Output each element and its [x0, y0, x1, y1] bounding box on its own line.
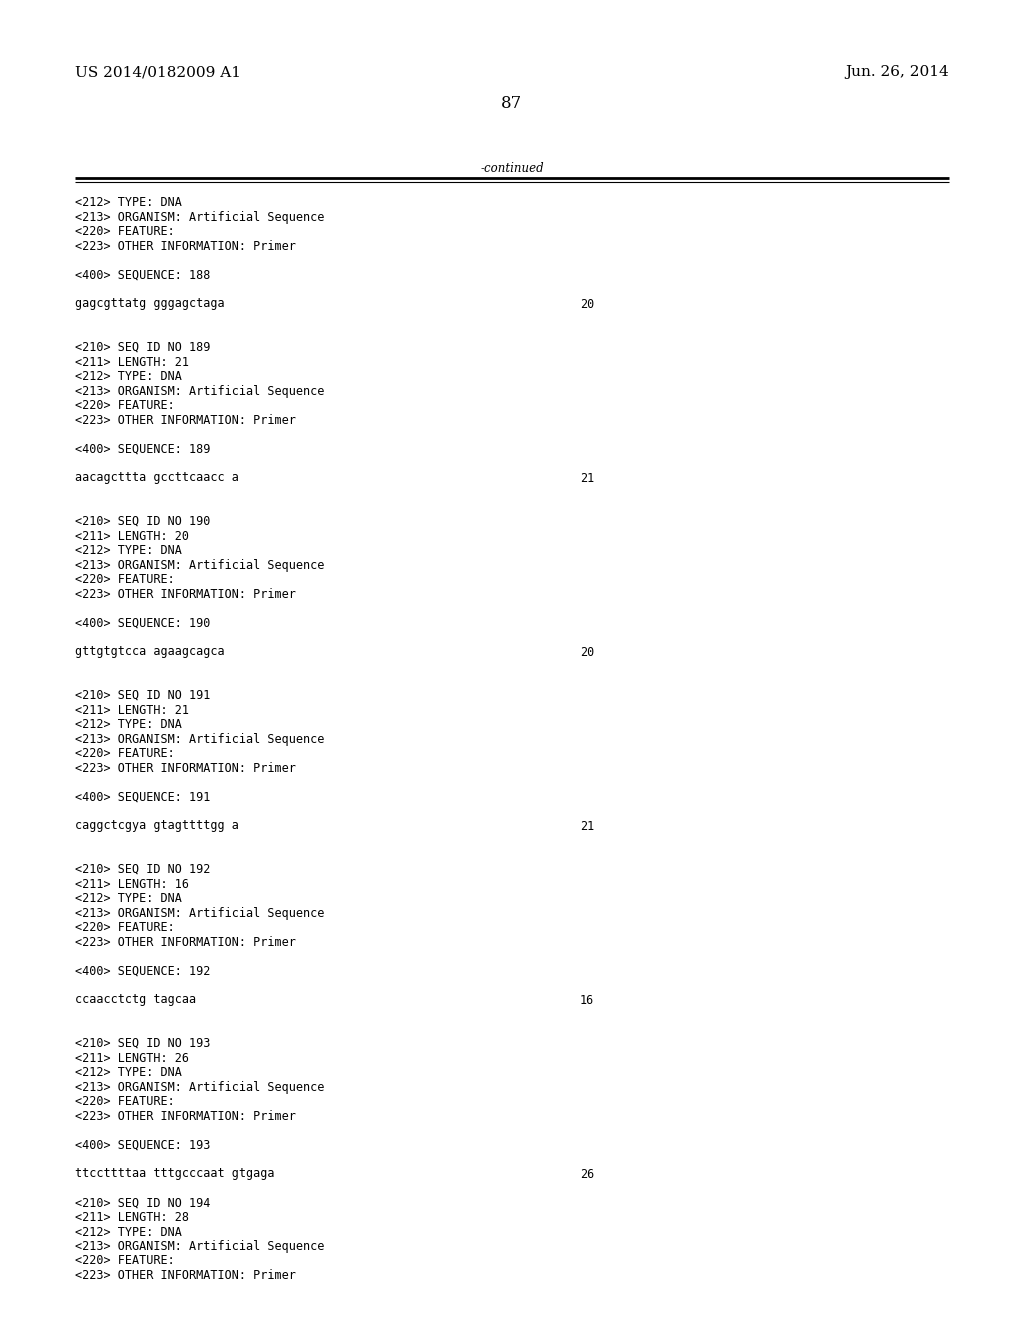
Text: <210> SEQ ID NO 194: <210> SEQ ID NO 194: [75, 1196, 210, 1209]
Text: <211> LENGTH: 21: <211> LENGTH: 21: [75, 704, 189, 717]
Text: <213> ORGANISM: Artificial Sequence: <213> ORGANISM: Artificial Sequence: [75, 733, 325, 746]
Text: <223> OTHER INFORMATION: Primer: <223> OTHER INFORMATION: Primer: [75, 762, 296, 775]
Text: <400> SEQUENCE: 189: <400> SEQUENCE: 189: [75, 442, 210, 455]
Text: <212> TYPE: DNA: <212> TYPE: DNA: [75, 1225, 182, 1238]
Text: <400> SEQUENCE: 191: <400> SEQUENCE: 191: [75, 791, 210, 804]
Text: <213> ORGANISM: Artificial Sequence: <213> ORGANISM: Artificial Sequence: [75, 1239, 325, 1253]
Text: 87: 87: [502, 95, 522, 112]
Text: <220> FEATURE:: <220> FEATURE:: [75, 747, 175, 760]
Text: 16: 16: [580, 994, 594, 1006]
Text: <213> ORGANISM: Artificial Sequence: <213> ORGANISM: Artificial Sequence: [75, 907, 325, 920]
Text: <212> TYPE: DNA: <212> TYPE: DNA: [75, 544, 182, 557]
Text: <400> SEQUENCE: 188: <400> SEQUENCE: 188: [75, 268, 210, 281]
Text: 21: 21: [580, 820, 594, 833]
Text: gagcgttatg gggagctaga: gagcgttatg gggagctaga: [75, 297, 224, 310]
Text: 20: 20: [580, 297, 594, 310]
Text: <223> OTHER INFORMATION: Primer: <223> OTHER INFORMATION: Primer: [75, 239, 296, 252]
Text: <211> LENGTH: 21: <211> LENGTH: 21: [75, 355, 189, 368]
Text: <220> FEATURE:: <220> FEATURE:: [75, 1254, 175, 1267]
Text: gttgtgtcca agaagcagca: gttgtgtcca agaagcagca: [75, 645, 224, 659]
Text: 20: 20: [580, 645, 594, 659]
Text: <213> ORGANISM: Artificial Sequence: <213> ORGANISM: Artificial Sequence: [75, 558, 325, 572]
Text: <400> SEQUENCE: 193: <400> SEQUENCE: 193: [75, 1138, 210, 1151]
Text: <210> SEQ ID NO 193: <210> SEQ ID NO 193: [75, 1038, 210, 1049]
Text: ccaacctctg tagcaa: ccaacctctg tagcaa: [75, 994, 197, 1006]
Text: <220> FEATURE:: <220> FEATURE:: [75, 1096, 175, 1107]
Text: <223> OTHER INFORMATION: Primer: <223> OTHER INFORMATION: Primer: [75, 587, 296, 601]
Text: <213> ORGANISM: Artificial Sequence: <213> ORGANISM: Artificial Sequence: [75, 384, 325, 397]
Text: <210> SEQ ID NO 190: <210> SEQ ID NO 190: [75, 515, 210, 528]
Text: <223> OTHER INFORMATION: Primer: <223> OTHER INFORMATION: Primer: [75, 1110, 296, 1122]
Text: <220> FEATURE:: <220> FEATURE:: [75, 399, 175, 412]
Text: -continued: -continued: [480, 162, 544, 176]
Text: 21: 21: [580, 471, 594, 484]
Text: US 2014/0182009 A1: US 2014/0182009 A1: [75, 65, 241, 79]
Text: <213> ORGANISM: Artificial Sequence: <213> ORGANISM: Artificial Sequence: [75, 1081, 325, 1093]
Text: <212> TYPE: DNA: <212> TYPE: DNA: [75, 195, 182, 209]
Text: <210> SEQ ID NO 192: <210> SEQ ID NO 192: [75, 863, 210, 876]
Text: <211> LENGTH: 16: <211> LENGTH: 16: [75, 878, 189, 891]
Text: <223> OTHER INFORMATION: Primer: <223> OTHER INFORMATION: Primer: [75, 413, 296, 426]
Text: <210> SEQ ID NO 189: <210> SEQ ID NO 189: [75, 341, 210, 354]
Text: caggctcgya gtagttttgg a: caggctcgya gtagttttgg a: [75, 820, 239, 833]
Text: 26: 26: [580, 1167, 594, 1180]
Text: <400> SEQUENCE: 190: <400> SEQUENCE: 190: [75, 616, 210, 630]
Text: <212> TYPE: DNA: <212> TYPE: DNA: [75, 1067, 182, 1078]
Text: <223> OTHER INFORMATION: Primer: <223> OTHER INFORMATION: Primer: [75, 1269, 296, 1282]
Text: Jun. 26, 2014: Jun. 26, 2014: [845, 65, 949, 79]
Text: <400> SEQUENCE: 192: <400> SEQUENCE: 192: [75, 965, 210, 978]
Text: <220> FEATURE:: <220> FEATURE:: [75, 573, 175, 586]
Text: aacagcttta gccttcaacc a: aacagcttta gccttcaacc a: [75, 471, 239, 484]
Text: <211> LENGTH: 28: <211> LENGTH: 28: [75, 1210, 189, 1224]
Text: <212> TYPE: DNA: <212> TYPE: DNA: [75, 892, 182, 906]
Text: <211> LENGTH: 26: <211> LENGTH: 26: [75, 1052, 189, 1064]
Text: <212> TYPE: DNA: <212> TYPE: DNA: [75, 370, 182, 383]
Text: <213> ORGANISM: Artificial Sequence: <213> ORGANISM: Artificial Sequence: [75, 210, 325, 223]
Text: <210> SEQ ID NO 191: <210> SEQ ID NO 191: [75, 689, 210, 702]
Text: ttccttttaa tttgcccaat gtgaga: ttccttttaa tttgcccaat gtgaga: [75, 1167, 274, 1180]
Text: <211> LENGTH: 20: <211> LENGTH: 20: [75, 529, 189, 543]
Text: <220> FEATURE:: <220> FEATURE:: [75, 921, 175, 935]
Text: <220> FEATURE:: <220> FEATURE:: [75, 224, 175, 238]
Text: <212> TYPE: DNA: <212> TYPE: DNA: [75, 718, 182, 731]
Text: <223> OTHER INFORMATION: Primer: <223> OTHER INFORMATION: Primer: [75, 936, 296, 949]
